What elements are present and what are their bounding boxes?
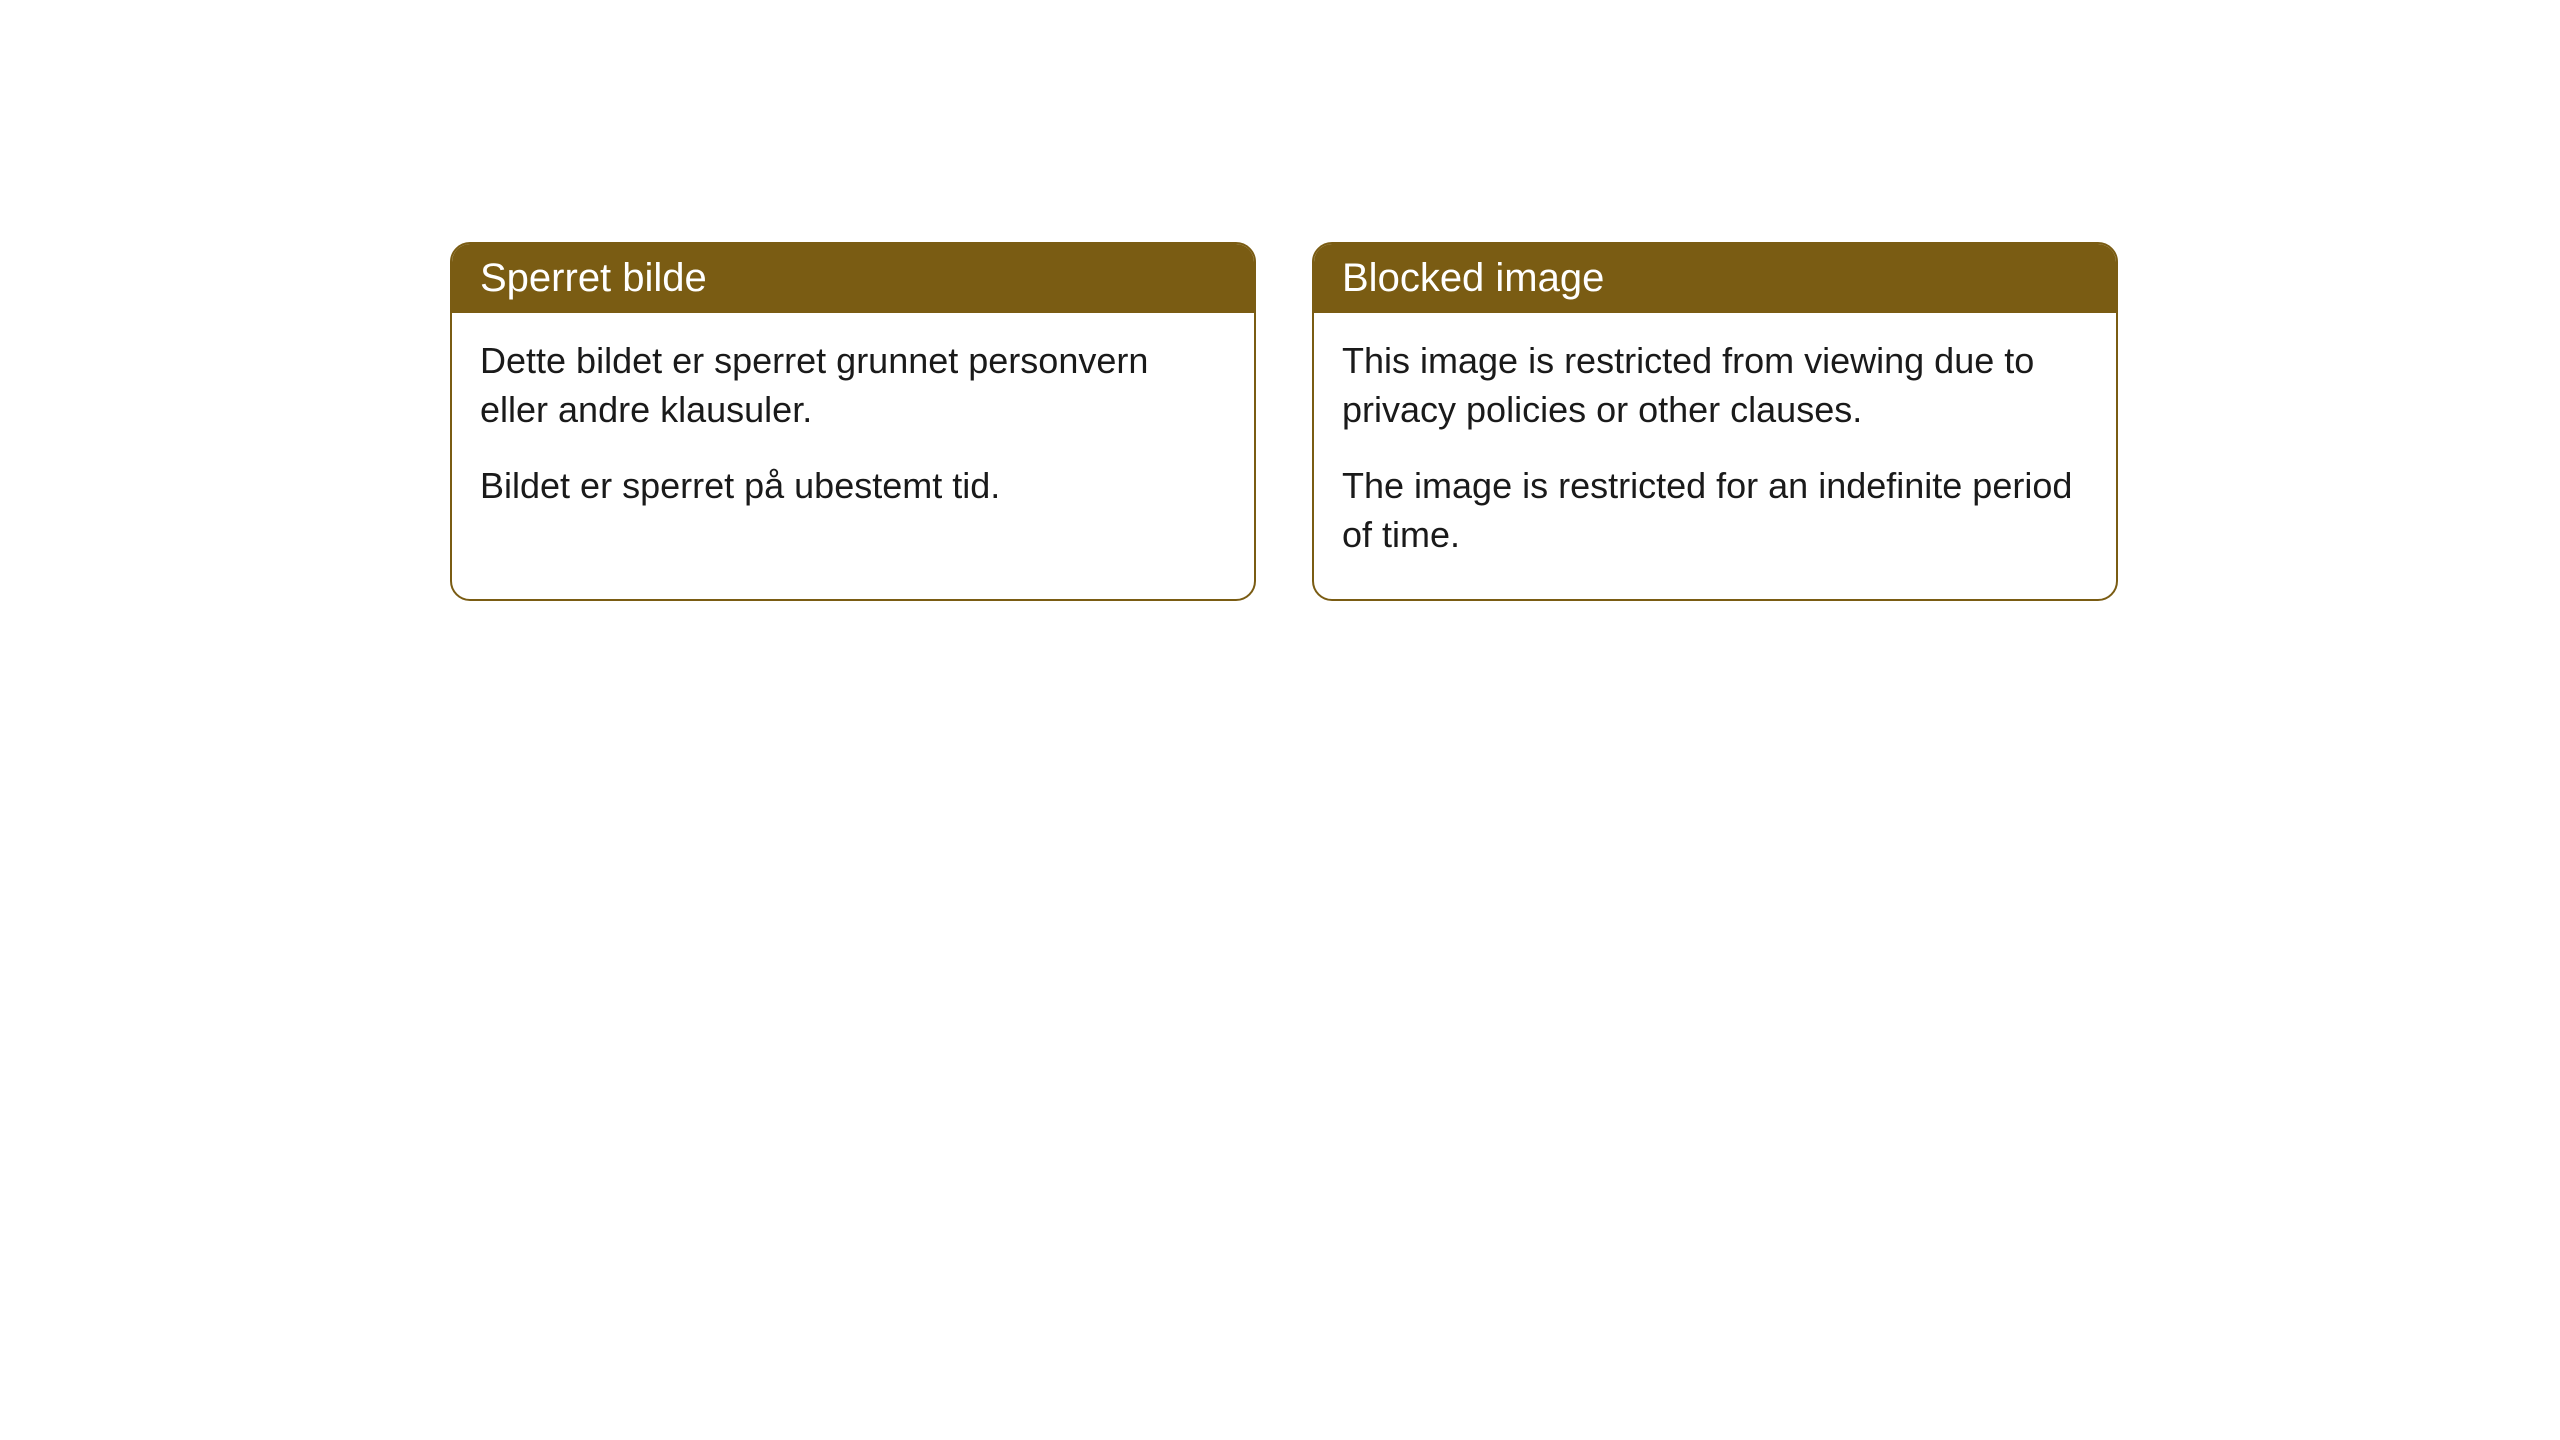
notice-card-norwegian: Sperret bilde Dette bildet er sperret gr…	[450, 242, 1256, 601]
notice-card-english: Blocked image This image is restricted f…	[1312, 242, 2118, 601]
card-header: Blocked image	[1314, 244, 2116, 313]
card-body: Dette bildet er sperret grunnet personve…	[452, 313, 1254, 551]
card-body: This image is restricted from viewing du…	[1314, 313, 2116, 599]
card-title: Sperret bilde	[480, 256, 707, 300]
card-paragraph: This image is restricted from viewing du…	[1342, 337, 2088, 434]
card-paragraph: Bildet er sperret på ubestemt tid.	[480, 462, 1226, 511]
notice-cards-container: Sperret bilde Dette bildet er sperret gr…	[450, 242, 2118, 601]
card-paragraph: The image is restricted for an indefinit…	[1342, 462, 2088, 559]
card-paragraph: Dette bildet er sperret grunnet personve…	[480, 337, 1226, 434]
card-header: Sperret bilde	[452, 244, 1254, 313]
card-title: Blocked image	[1342, 256, 1604, 300]
